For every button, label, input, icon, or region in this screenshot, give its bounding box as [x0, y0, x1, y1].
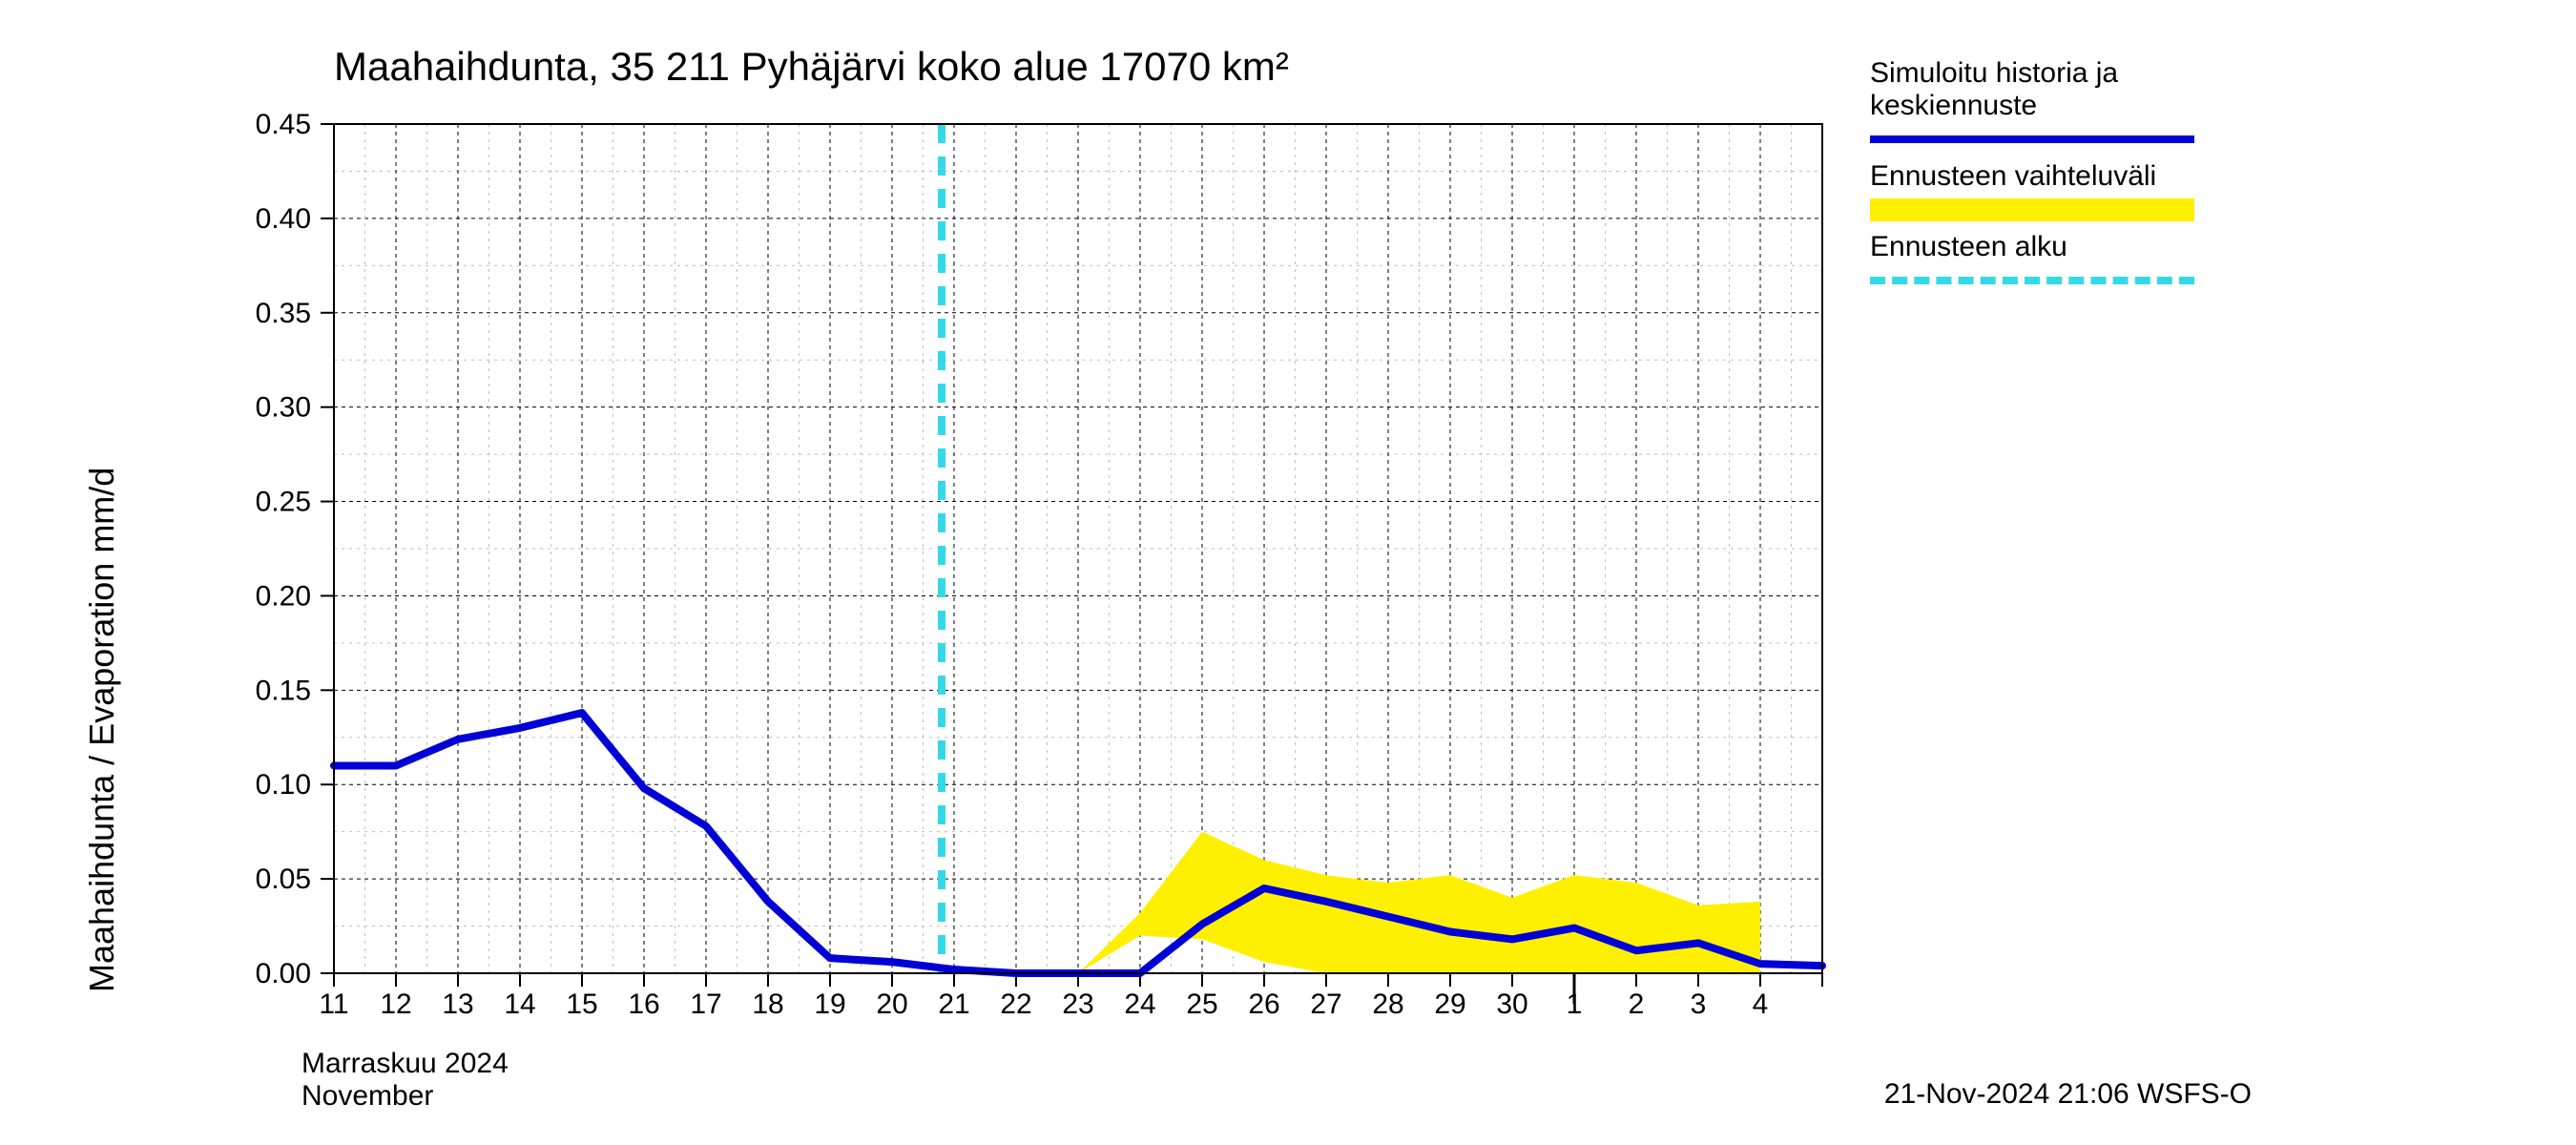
svg-text:0.05: 0.05 — [256, 864, 311, 895]
legend-main-swatch — [1870, 135, 2194, 143]
svg-text:13: 13 — [442, 989, 473, 1020]
svg-text:15: 15 — [566, 989, 597, 1020]
svg-text:28: 28 — [1372, 989, 1403, 1020]
svg-text:12: 12 — [380, 989, 411, 1020]
legend-item-main: Simuloitu historia ja keskiennuste — [1870, 57, 2233, 155]
legend-range-swatch — [1870, 198, 2194, 221]
legend-main-label-1: Simuloitu historia ja — [1870, 57, 2118, 89]
legend-forecast-swatch — [1870, 277, 2194, 284]
legend-item-forecast: Ennusteen alku — [1870, 231, 2233, 296]
svg-text:0.00: 0.00 — [256, 958, 311, 989]
svg-text:20: 20 — [876, 989, 907, 1020]
svg-text:26: 26 — [1248, 989, 1279, 1020]
svg-text:19: 19 — [814, 989, 845, 1020]
y-axis-label: Maahaihdunta / Evaporation mm/d — [82, 468, 122, 992]
svg-text:23: 23 — [1062, 989, 1093, 1020]
svg-text:29: 29 — [1434, 989, 1465, 1020]
legend: Simuloitu historia ja keskiennuste Ennus… — [1870, 57, 2233, 302]
svg-text:16: 16 — [628, 989, 659, 1020]
legend-main-label-2: keskiennuste — [1870, 90, 2037, 121]
svg-text:17: 17 — [690, 989, 721, 1020]
svg-text:14: 14 — [504, 989, 535, 1020]
svg-text:22: 22 — [1000, 989, 1031, 1020]
chart-frame: Maahaihdunta, 35 211 Pyhäjärvi koko alue… — [0, 0, 2576, 1145]
svg-text:27: 27 — [1310, 989, 1341, 1020]
svg-text:2: 2 — [1629, 989, 1645, 1020]
x-sublabel-1: Marraskuu 2024 — [301, 1048, 509, 1080]
svg-text:25: 25 — [1186, 989, 1217, 1020]
svg-text:11: 11 — [319, 989, 348, 1020]
svg-text:0.30: 0.30 — [256, 392, 311, 424]
svg-text:30: 30 — [1496, 989, 1527, 1020]
svg-text:18: 18 — [752, 989, 783, 1020]
legend-item-range: Ennusteen vaihteluväli — [1870, 160, 2233, 225]
svg-text:0.45: 0.45 — [256, 109, 311, 140]
svg-text:0.20: 0.20 — [256, 580, 311, 612]
svg-text:0.10: 0.10 — [256, 769, 311, 801]
svg-text:0.40: 0.40 — [256, 203, 311, 235]
svg-text:0.35: 0.35 — [256, 298, 311, 329]
svg-text:0.25: 0.25 — [256, 487, 311, 518]
footer-timestamp: 21-Nov-2024 21:06 WSFS-O — [1884, 1078, 2252, 1111]
svg-text:24: 24 — [1124, 989, 1155, 1020]
svg-text:21: 21 — [938, 989, 969, 1020]
svg-text:4: 4 — [1753, 989, 1769, 1020]
legend-range-label: Ennusteen vaihteluväli — [1870, 160, 2156, 192]
x-sublabel-2: November — [301, 1080, 433, 1113]
legend-forecast-label: Ennusteen alku — [1870, 231, 2067, 262]
chart-title: Maahaihdunta, 35 211 Pyhäjärvi koko alue… — [334, 44, 1289, 90]
svg-text:3: 3 — [1691, 989, 1707, 1020]
svg-text:0.15: 0.15 — [256, 675, 311, 706]
